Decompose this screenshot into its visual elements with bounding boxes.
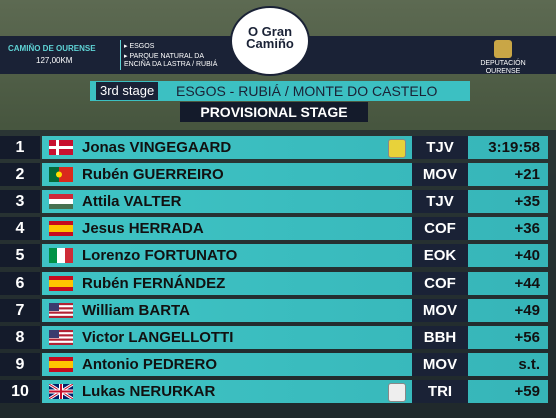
position: 4 bbox=[0, 217, 40, 241]
sponsor-text: DEPUTACIÓN OURENSE bbox=[480, 60, 526, 75]
jersey-icon bbox=[388, 382, 406, 402]
position: 2 bbox=[0, 163, 40, 187]
rider-name: Lukas NERURKAR bbox=[82, 382, 216, 400]
team-code: MOV bbox=[412, 163, 468, 187]
time: +44 bbox=[514, 274, 540, 292]
stage-route: ESGOS - RUBIÁ / MONTE DO CASTELO bbox=[176, 83, 438, 99]
jersey-icon bbox=[388, 139, 406, 158]
result-row: Lorenzo FORTUNATO EOK +40 bbox=[42, 244, 548, 268]
rider-name: Jesus HERRADA bbox=[82, 220, 204, 238]
rider-name: William BARTA bbox=[82, 301, 190, 319]
divider bbox=[120, 40, 121, 70]
flag bbox=[49, 140, 73, 155]
result-row: Lukas NERURKAR TRI +59 bbox=[42, 379, 548, 403]
rider-name: Jonas VINGEGAARD bbox=[82, 139, 232, 156]
time: +36 bbox=[514, 220, 540, 238]
team-code: COF bbox=[412, 217, 468, 241]
flag bbox=[49, 302, 73, 318]
result-row: Rubén FERNÁNDEZ COF +44 bbox=[42, 271, 548, 295]
rider-name: Victor LANGELLOTTI bbox=[82, 328, 234, 346]
team-code: TJV bbox=[412, 190, 468, 214]
climb: PARQUE NATURAL DA ENCIÑA DA LASTRA / RUB… bbox=[124, 53, 218, 68]
time: +40 bbox=[514, 247, 540, 265]
result-row: Victor LANGELLOTTI BBH +56 bbox=[42, 325, 548, 349]
time: +49 bbox=[514, 301, 540, 319]
position: 9 bbox=[0, 352, 40, 376]
position: 7 bbox=[0, 298, 40, 322]
route-label: CAMIÑO DE OURENSE bbox=[8, 44, 96, 53]
result-row: Attila VALTER TJV +35 bbox=[42, 190, 548, 214]
start-point: ▸ ESGOS bbox=[124, 43, 155, 50]
time: 3:19:58 bbox=[488, 139, 540, 156]
logo-circle: O Gran Camiño bbox=[230, 6, 310, 76]
climb-point: ▸ PARQUE NATURAL DA ENCIÑA DA LASTRA / R… bbox=[124, 53, 218, 68]
rider-name: Rubén GUERREIRO bbox=[82, 166, 224, 184]
stage-number: 3rd stage bbox=[96, 82, 159, 100]
position: 1 bbox=[0, 136, 40, 159]
stage-status: PROVISIONAL STAGE bbox=[180, 102, 368, 122]
result-row: Rubén GUERREIRO MOV +21 bbox=[42, 163, 548, 187]
team-code: MOV bbox=[412, 352, 468, 376]
time: s.t. bbox=[518, 355, 540, 373]
flag bbox=[49, 194, 73, 210]
time: +21 bbox=[514, 166, 540, 184]
position: 8 bbox=[0, 325, 40, 349]
stage-band bbox=[90, 81, 470, 101]
distance: 127,00KM bbox=[36, 56, 73, 65]
flag bbox=[49, 329, 73, 345]
crest bbox=[494, 40, 512, 58]
start: ESGOS bbox=[129, 43, 155, 50]
team-code: TJV bbox=[412, 136, 468, 159]
flag bbox=[49, 167, 73, 183]
flag bbox=[49, 275, 73, 291]
position: 10 bbox=[0, 379, 40, 403]
time: +35 bbox=[514, 193, 540, 211]
flag bbox=[49, 383, 73, 399]
result-row: Jonas VINGEGAARD TJV 3:19:58 bbox=[42, 136, 548, 159]
rider-name: Attila VALTER bbox=[82, 193, 182, 211]
position: 5 bbox=[0, 244, 40, 268]
time: +59 bbox=[514, 382, 540, 400]
team-code: MOV bbox=[412, 298, 468, 322]
logo-text: O Gran Camiño bbox=[246, 24, 294, 51]
flag bbox=[49, 248, 73, 264]
rider-name: Antonio PEDRERO bbox=[82, 355, 217, 373]
team-code: COF bbox=[412, 271, 468, 295]
team-code: EOK bbox=[412, 244, 468, 268]
result-row: Jesus HERRADA COF +36 bbox=[42, 217, 548, 241]
rider-name: Lorenzo FORTUNATO bbox=[82, 247, 238, 265]
team-code: BBH bbox=[412, 325, 468, 349]
flag bbox=[49, 221, 73, 237]
result-row: William BARTA MOV +49 bbox=[42, 298, 548, 322]
time: +56 bbox=[514, 328, 540, 346]
team-code: TRI bbox=[412, 379, 468, 403]
rider-name: Rubén FERNÁNDEZ bbox=[82, 274, 226, 292]
position: 6 bbox=[0, 271, 40, 295]
result-row: Antonio PEDRERO MOV s.t. bbox=[42, 352, 548, 376]
position: 3 bbox=[0, 190, 40, 214]
flag bbox=[49, 356, 73, 372]
